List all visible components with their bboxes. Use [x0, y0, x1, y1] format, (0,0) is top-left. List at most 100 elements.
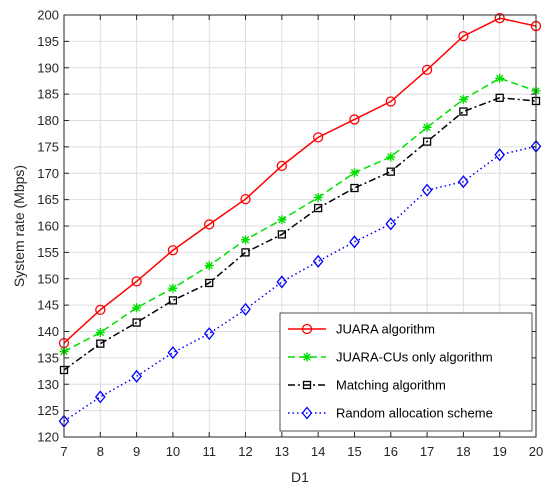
series-line — [63, 145, 537, 422]
legend-label: JUARA-CUs only algorithm — [336, 350, 493, 365]
x-tick-label: 19 — [492, 444, 506, 459]
y-axis-label: System rate (Mbps) — [11, 165, 27, 287]
point-marker — [204, 261, 214, 271]
x-tick-label: 10 — [166, 444, 180, 459]
point-marker — [204, 219, 215, 230]
point-marker — [458, 94, 468, 104]
y-tick-label: 180 — [37, 113, 59, 128]
point-marker — [422, 137, 432, 146]
point-marker — [95, 304, 106, 316]
series-line — [63, 17, 537, 344]
series-4 — [58, 139, 542, 428]
point-marker — [349, 168, 359, 178]
legend-label: Random allocation scheme — [336, 406, 493, 421]
point-marker — [277, 215, 287, 225]
series-line — [63, 77, 537, 353]
point-marker — [385, 217, 397, 231]
y-tick-label: 195 — [37, 34, 59, 49]
point-marker — [240, 302, 251, 316]
y-tick-label: 125 — [37, 403, 59, 418]
point-marker — [422, 122, 432, 132]
point-marker — [349, 114, 360, 125]
y-tick-label: 130 — [37, 377, 59, 392]
y-tick-label: 170 — [37, 166, 59, 181]
point-marker — [495, 73, 505, 83]
point-marker — [167, 346, 179, 360]
point-marker — [167, 245, 179, 256]
point-marker — [494, 148, 506, 162]
point-marker — [203, 327, 215, 341]
y-tick-label: 160 — [37, 219, 59, 234]
x-tick-label: 17 — [420, 444, 434, 459]
y-tick-label: 190 — [37, 60, 59, 75]
axes: 7 8 9 10 11 12 13 14 15 16 17 18 19 20 120 125 130 135 140… — [37, 8, 543, 460]
x-tick-label: 7 — [60, 444, 67, 459]
legend: JUARA algorithm JUARA-CUs only algorithm M… — [279, 312, 533, 432]
series-line — [63, 97, 537, 371]
point-marker — [168, 296, 178, 305]
x-tick-label: 16 — [384, 444, 398, 459]
point-marker — [385, 96, 396, 107]
point-marker — [168, 283, 178, 293]
x-tick-label: 13 — [275, 444, 289, 459]
x-tick-label: 18 — [456, 444, 470, 459]
point-marker — [459, 107, 468, 116]
point-marker — [276, 275, 288, 289]
point-marker — [131, 369, 142, 383]
point-marker — [302, 352, 312, 362]
y-tick-label: 135 — [37, 350, 59, 365]
x-tick-label: 9 — [133, 444, 140, 459]
series-1 — [58, 13, 542, 349]
point-marker — [205, 278, 214, 288]
point-marker — [313, 193, 323, 203]
y-tick-label: 155 — [37, 245, 59, 260]
point-marker — [350, 183, 359, 193]
x-tick-label: 14 — [311, 444, 325, 459]
x-tick-label: 8 — [97, 444, 104, 459]
legend-label: JUARA algorithm — [336, 322, 435, 337]
point-marker — [458, 30, 469, 42]
point-marker — [349, 235, 360, 249]
legend-label: Matching algorithm — [336, 378, 446, 393]
x-tick-label: 15 — [347, 444, 361, 459]
point-marker — [386, 152, 396, 162]
x-tick-label: 11 — [202, 444, 216, 459]
point-marker — [494, 13, 505, 24]
legend-box — [279, 312, 533, 432]
series-3 — [59, 93, 541, 375]
point-marker — [94, 390, 106, 404]
point-marker — [313, 132, 324, 143]
point-marker — [95, 328, 105, 338]
y-tick-label: 185 — [37, 87, 59, 102]
point-marker — [240, 193, 251, 205]
point-marker — [277, 230, 286, 239]
y-tick-label: 120 — [37, 430, 59, 445]
series-layer — [58, 13, 542, 428]
point-marker — [132, 318, 141, 327]
point-marker — [302, 380, 312, 390]
point-marker — [312, 254, 324, 268]
y-tick-label: 140 — [37, 324, 59, 339]
point-marker — [495, 93, 504, 102]
point-marker — [96, 339, 105, 348]
point-marker — [131, 276, 142, 287]
y-tick-label: 165 — [37, 192, 59, 207]
point-marker — [241, 235, 251, 245]
point-marker — [301, 406, 313, 420]
point-marker — [458, 175, 469, 189]
x-tick-label: 20 — [529, 444, 543, 459]
x-tick-label: 12 — [238, 444, 252, 459]
point-marker — [421, 183, 433, 197]
y-tick-label: 150 — [37, 271, 59, 286]
y-tick-label: 175 — [37, 139, 59, 154]
point-marker — [276, 160, 287, 172]
point-marker — [314, 203, 323, 213]
y-tick-label: 145 — [37, 298, 59, 313]
point-marker — [386, 167, 395, 176]
point-marker — [421, 64, 433, 76]
x-axis-label: D1 — [291, 469, 309, 485]
point-marker — [132, 303, 142, 313]
y-tick-label: 200 — [37, 8, 59, 23]
point-marker — [241, 248, 250, 257]
